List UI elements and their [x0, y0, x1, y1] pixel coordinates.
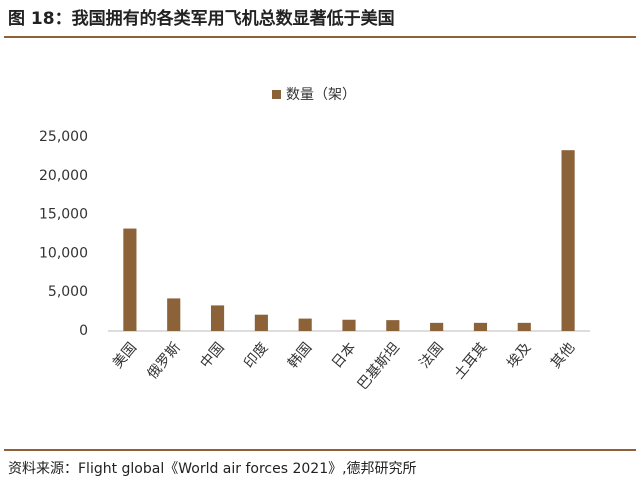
- legend-label: 数量（架）: [286, 87, 356, 103]
- x-tick-label: 法国: [417, 340, 447, 372]
- source: 资料来源：Flight global《World air forces 2021…: [8, 461, 417, 477]
- y-tick-label: 20,000: [39, 168, 88, 184]
- x-tick-label: 其他: [548, 340, 578, 372]
- bar: [254, 314, 268, 331]
- legend-swatch: [272, 90, 281, 99]
- x-tick-label: 俄罗斯: [145, 340, 184, 382]
- bar: [342, 319, 356, 331]
- bar: [561, 150, 575, 331]
- x-tick-label: 土耳其: [451, 340, 490, 382]
- y-tick-label: 25,000: [39, 129, 88, 145]
- y-tick-label: 15,000: [39, 207, 88, 223]
- bar: [473, 322, 488, 331]
- bar: [298, 318, 312, 331]
- x-tick-label: 韩国: [285, 340, 315, 372]
- bar: [517, 322, 531, 331]
- chart-title: 图 18：我国拥有的各类军用飞机总数显著低于美国: [8, 8, 395, 29]
- y-tick-label: 5,000: [48, 284, 88, 300]
- x-tick-label: 美国: [110, 340, 140, 372]
- x-tick-label: 埃及: [504, 340, 534, 372]
- y-tick-label: 10,000: [39, 245, 88, 261]
- x-tick-label: 中国: [197, 340, 227, 372]
- bar: [123, 228, 137, 331]
- x-tick-label: 印度: [241, 340, 271, 372]
- x-tick-label: 日本: [329, 340, 359, 372]
- bar: [430, 322, 444, 331]
- bar: [210, 305, 225, 331]
- y-tick-label: 0: [79, 323, 88, 339]
- x-tick-label: 巴基斯坦: [354, 339, 403, 393]
- bar: [386, 320, 400, 331]
- bar: [167, 298, 181, 331]
